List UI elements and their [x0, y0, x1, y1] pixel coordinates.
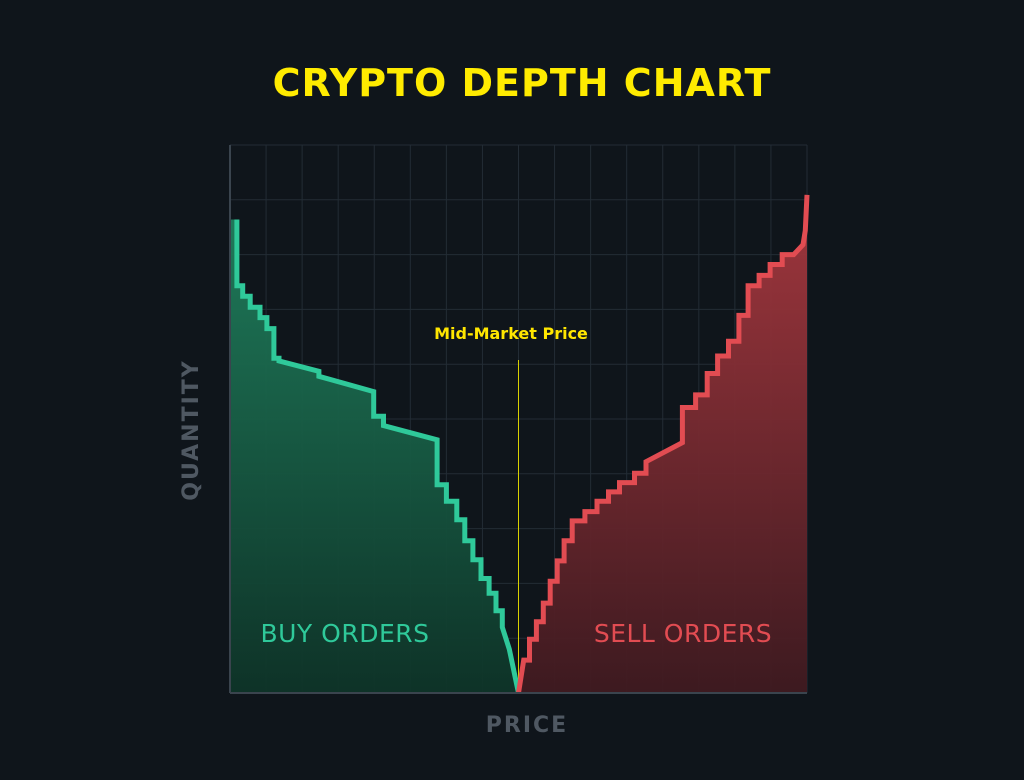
chart-title: CRYPTO DEPTH CHART: [273, 61, 772, 105]
mid-market-price-label: Mid-Market Price: [434, 324, 588, 343]
x-axis-label: PRICE: [486, 713, 568, 738]
sell-orders-line: [516, 194, 810, 694]
y-axis-label: QUANTITY: [179, 359, 204, 500]
buy-orders-line: [234, 219, 521, 694]
sell-orders-label: SELL ORDERS: [594, 619, 772, 648]
buy-orders-area: [230, 219, 519, 693]
buy-orders-label: BUY ORDERS: [260, 619, 429, 648]
sell-orders-area: [518, 194, 807, 693]
